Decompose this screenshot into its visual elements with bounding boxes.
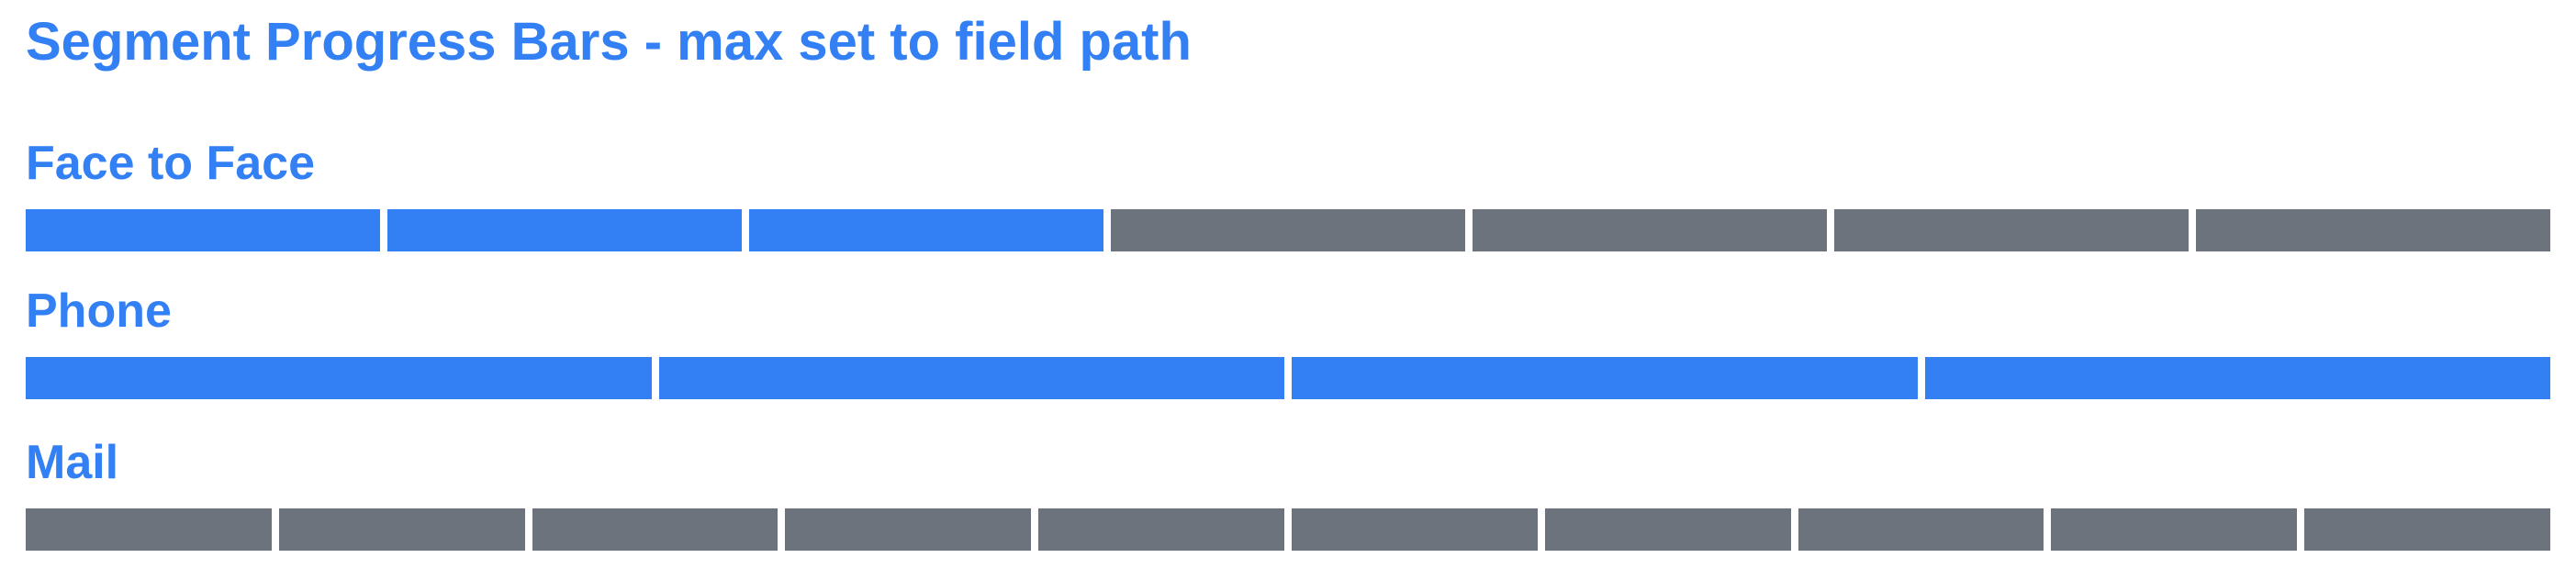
progress-group-face-to-face: Face to Face	[26, 136, 2550, 251]
progress-segment-empty	[2196, 209, 2550, 251]
progress-segment-filled	[658, 357, 1284, 399]
progress-segment-empty	[1473, 209, 1827, 251]
progress-segment-empty	[785, 508, 1032, 551]
progress-segment-empty	[2051, 508, 2298, 551]
progress-segment-empty	[1798, 508, 2044, 551]
progress-segment-empty	[1291, 508, 1538, 551]
segment-progress-bar	[26, 508, 2550, 551]
progress-label: Face to Face	[26, 137, 316, 190]
progress-label: Mail	[26, 436, 119, 489]
progress-segment-empty	[26, 508, 272, 551]
progress-group-phone: Phone	[26, 284, 2550, 399]
progress-segment-filled	[387, 209, 742, 251]
progress-segment-empty	[1544, 508, 1791, 551]
progress-segment-empty	[532, 508, 778, 551]
progress-segment-empty	[2304, 508, 2550, 551]
page-title: Segment Progress Bars - max set to field…	[26, 12, 1192, 72]
progress-segment-empty	[1038, 508, 1284, 551]
progress-segment-empty	[278, 508, 525, 551]
progress-segment-empty	[1834, 209, 2189, 251]
progress-segment-filled	[749, 209, 1103, 251]
progress-label: Phone	[26, 284, 172, 338]
progress-segment-filled	[1292, 357, 1918, 399]
progress-segment-empty	[1111, 209, 1465, 251]
progress-segment-filled	[26, 357, 652, 399]
segment-progress-bar	[26, 209, 2550, 251]
progress-group-mail: Mail	[26, 435, 2550, 551]
progress-segment-filled	[1924, 357, 2550, 399]
segment-progress-bar	[26, 357, 2550, 399]
progress-segment-filled	[26, 209, 380, 251]
